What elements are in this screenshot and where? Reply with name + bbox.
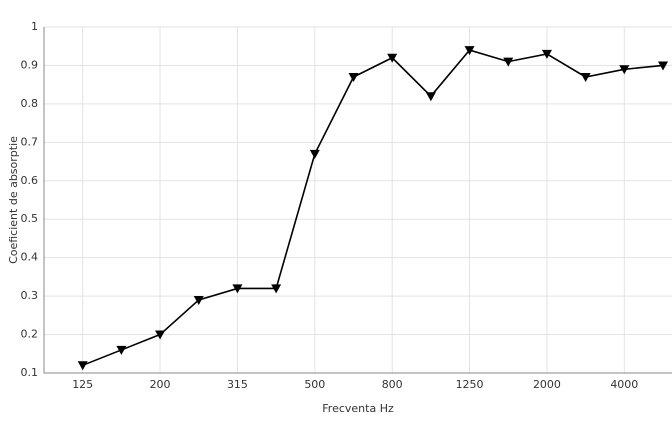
- marker: [155, 330, 166, 340]
- x-tick-label: 500: [304, 378, 325, 391]
- line-series: [82, 49, 664, 367]
- y-tick-label: 0.3: [21, 289, 39, 302]
- y-tick-label: 0.1: [21, 366, 39, 379]
- y-tick-label: 0.8: [21, 97, 39, 110]
- x-axis-label: Frecventa Hz: [322, 402, 394, 415]
- marker: [232, 284, 243, 294]
- marker: [309, 149, 320, 159]
- y-tick-label: 0.5: [21, 212, 39, 225]
- marker: [425, 92, 436, 102]
- x-tick-label: 125: [72, 378, 93, 391]
- marker: [387, 53, 398, 63]
- x-tick-label: 200: [150, 378, 171, 391]
- y-axis-label: Coeficient de absorptie: [7, 136, 20, 264]
- marker: [193, 295, 204, 305]
- x-tick-label: 2000: [533, 378, 561, 391]
- y-tick-label: 0.7: [21, 135, 39, 148]
- marker: [580, 72, 591, 82]
- y-tick-label: 1: [31, 20, 38, 33]
- x-tick-label: 1250: [456, 378, 484, 391]
- marker: [271, 284, 282, 294]
- marker: [464, 46, 475, 56]
- y-tick-label: 0.2: [21, 328, 39, 341]
- y-tick-label: 0.4: [21, 251, 39, 264]
- marker: [658, 61, 668, 71]
- marker: [503, 57, 514, 67]
- marker: [348, 72, 359, 82]
- marker: [541, 49, 552, 59]
- x-tick-label: 315: [227, 378, 248, 391]
- y-tick-label: 0.9: [21, 58, 39, 71]
- marker: [619, 65, 630, 75]
- axis-frame: [43, 27, 672, 374]
- x-tick-label: 800: [382, 378, 403, 391]
- y-tick-label: 0.6: [21, 174, 39, 187]
- x-tick-label: 4000: [610, 378, 638, 391]
- marker: [77, 361, 88, 371]
- marker: [116, 345, 127, 355]
